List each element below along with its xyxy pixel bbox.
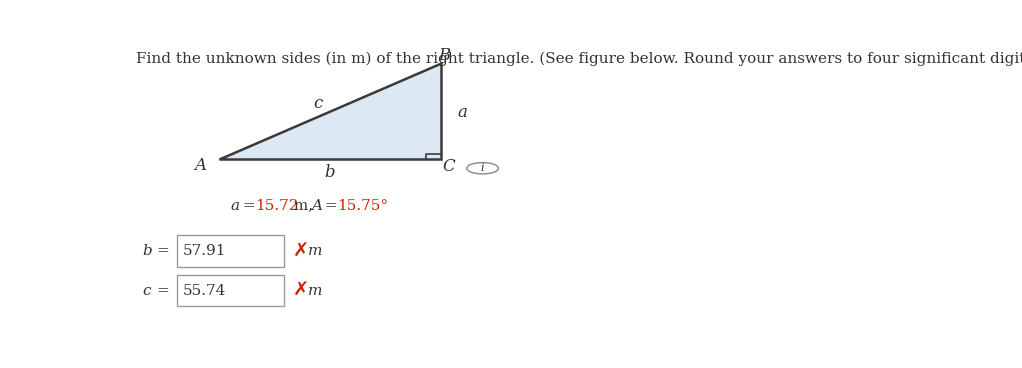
Text: 55.74: 55.74	[183, 284, 227, 298]
Text: A: A	[312, 199, 322, 213]
Text: a: a	[457, 104, 467, 121]
Text: C: C	[443, 158, 455, 175]
Text: =: =	[156, 284, 169, 298]
Text: b: b	[142, 244, 151, 258]
Text: 57.91: 57.91	[183, 244, 227, 258]
Text: =: =	[320, 199, 342, 213]
Text: =: =	[238, 199, 261, 213]
FancyBboxPatch shape	[177, 236, 284, 266]
FancyBboxPatch shape	[177, 275, 284, 306]
Text: 15.75°: 15.75°	[337, 199, 388, 213]
Text: ✗: ✗	[292, 241, 309, 261]
Text: c: c	[313, 95, 323, 112]
Text: ✗: ✗	[292, 281, 309, 300]
Text: =: =	[156, 244, 169, 258]
Text: m: m	[309, 284, 323, 298]
Polygon shape	[219, 63, 440, 159]
Circle shape	[467, 163, 499, 174]
Text: c: c	[142, 284, 150, 298]
Text: A: A	[194, 157, 206, 174]
Text: m: m	[309, 244, 323, 258]
Text: i: i	[480, 163, 484, 173]
Text: Find the unknown sides (in m) of the right triangle. (See figure below. Round yo: Find the unknown sides (in m) of the rig…	[136, 51, 1022, 66]
Text: a: a	[231, 199, 240, 213]
Text: 15.72: 15.72	[256, 199, 298, 213]
Text: m,: m,	[289, 199, 318, 213]
Text: B: B	[438, 47, 451, 64]
Text: b: b	[324, 164, 335, 181]
